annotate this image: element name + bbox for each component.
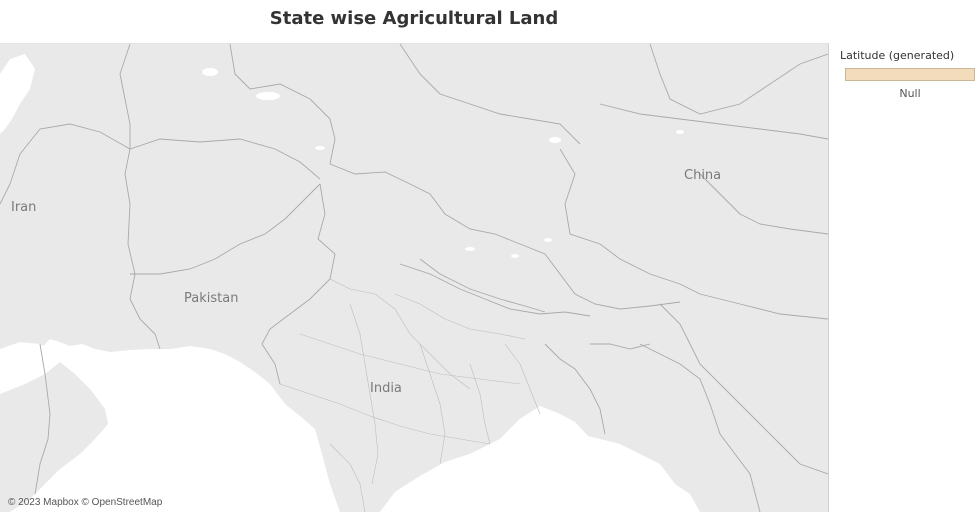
state-borders bbox=[279, 278, 541, 512]
country-label-china: China bbox=[684, 168, 722, 183]
gulf bbox=[0, 342, 50, 378]
country-label-india: India bbox=[370, 381, 402, 396]
country-label-iran: Iran bbox=[11, 200, 37, 215]
lakes bbox=[202, 68, 684, 258]
caspian-sea bbox=[0, 54, 35, 134]
map-canvas bbox=[0, 44, 828, 512]
map-view[interactable]: Iran Pakistan India China © 2023 Mapbox … bbox=[0, 43, 829, 512]
legend-swatch[interactable] bbox=[845, 68, 975, 81]
legend-null-label: Null bbox=[899, 87, 921, 100]
country-borders bbox=[0, 44, 828, 512]
land-mass bbox=[0, 44, 828, 512]
country-label-pakistan: Pakistan bbox=[184, 291, 239, 306]
chart-title: State wise Agricultural Land bbox=[269, 8, 559, 29]
legend-title: Latitude (generated) bbox=[840, 49, 955, 62]
arabia-land bbox=[0, 362, 108, 512]
map-attribution[interactable]: © 2023 Mapbox © OpenStreetMap bbox=[8, 497, 163, 508]
bay-of-bengal bbox=[380, 406, 630, 512]
